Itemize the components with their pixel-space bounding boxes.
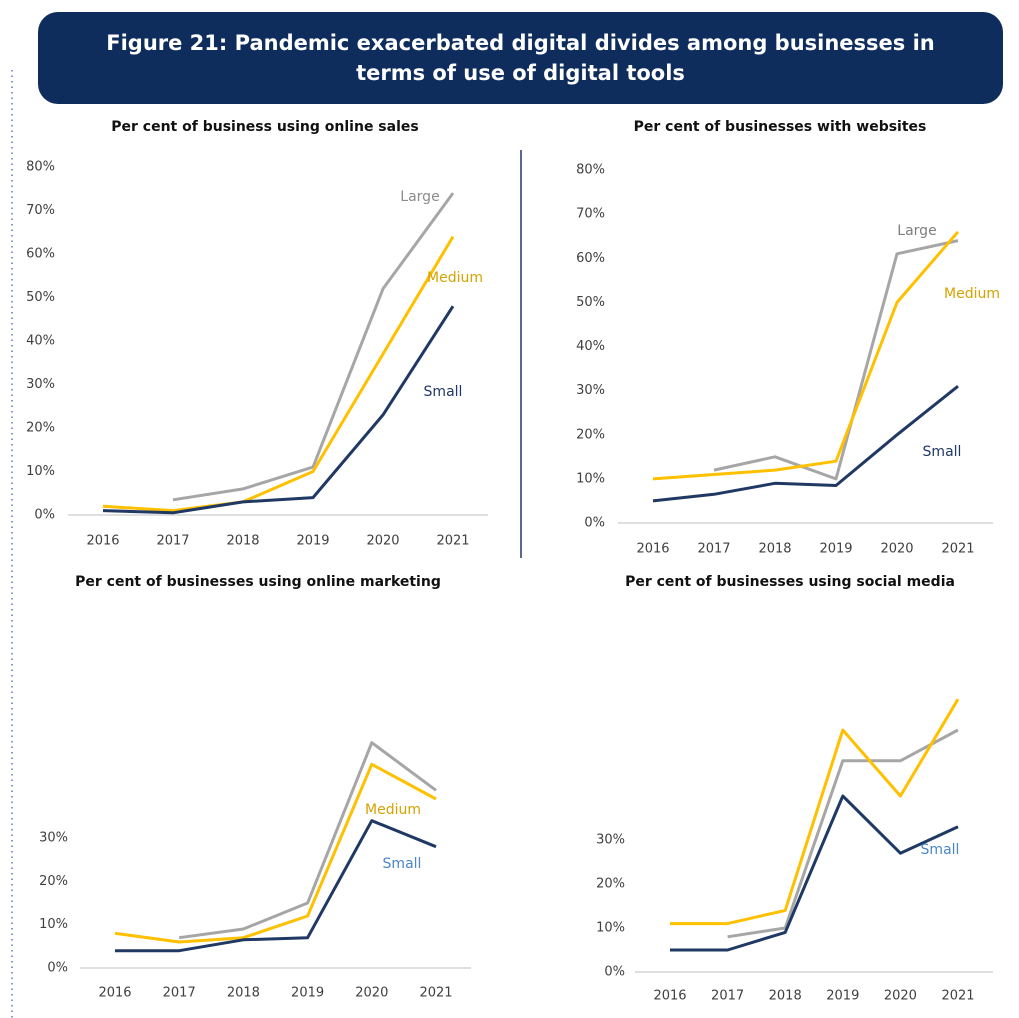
x-tick-label: 2018 [769,989,802,1004]
series-line [102,305,455,515]
series-line [727,728,959,939]
x-tick-label: 2016 [653,989,686,1004]
y-tick-label: 30% [39,831,68,846]
x-tick-label: 2018 [758,542,791,557]
x-tick-label: 2021 [941,989,974,1004]
y-tick-label: 80% [26,160,55,175]
x-tick-label: 2021 [436,534,469,549]
series-label: Small [923,444,962,460]
series-line [652,230,960,481]
y-tick-label: 30% [576,383,605,398]
y-tick-label: 20% [576,427,605,442]
x-tick-label: 2017 [711,989,744,1004]
x-tick-label: 2019 [819,542,852,557]
x-tick-label: 2018 [226,534,259,549]
series-label: Medium [365,802,421,818]
series-line [670,698,960,926]
x-tick-label: 2020 [366,534,399,549]
x-tick-label: 2016 [636,542,669,557]
y-tick-label: 20% [26,421,55,436]
x-tick-label: 2017 [697,542,730,557]
y-tick-label: 20% [596,877,625,892]
y-tick-label: 40% [576,339,605,354]
y-tick-label: 70% [576,207,605,222]
y-tick-label: 50% [576,295,605,310]
x-tick-label: 2016 [86,534,119,549]
series-line [670,794,959,952]
x-tick-label: 2019 [296,534,329,549]
series-label: Small [921,842,960,858]
y-tick-label: 10% [39,917,68,932]
series-line [102,235,455,513]
y-tick-label: 30% [26,377,55,392]
chart-subtitle: Per cent of business using online sales [111,119,418,135]
chart-subtitle: Per cent of businesses with websites [634,119,927,135]
y-tick-label: 60% [26,247,55,262]
x-tick-label: 2016 [98,986,131,1001]
y-tick-label: 30% [596,833,625,848]
x-tick-label: 2020 [884,989,917,1004]
y-tick-label: 20% [39,874,68,889]
x-tick-label: 2018 [227,986,260,1001]
y-tick-label: 0% [584,516,605,531]
y-tick-label: 70% [26,203,55,218]
series-label: Medium [427,270,483,286]
x-tick-label: 2020 [880,542,913,557]
y-tick-label: 0% [604,965,625,980]
series-line [178,741,437,940]
series-label: Large [897,223,936,239]
y-tick-label: 0% [34,508,55,523]
series-line [172,192,455,502]
x-tick-label: 2017 [163,986,196,1001]
x-tick-label: 2021 [419,986,452,1001]
series-line [713,239,959,481]
x-tick-label: 2020 [355,986,388,1001]
y-tick-label: 80% [576,163,605,178]
y-tick-label: 10% [596,921,625,936]
x-tick-label: 2019 [826,989,859,1004]
y-tick-label: 60% [576,251,605,266]
x-tick-label: 2021 [941,542,974,557]
series-line [115,819,437,953]
y-tick-label: 40% [26,334,55,349]
series-line [652,385,959,503]
series-label: Small [424,384,463,400]
series-line [114,762,437,944]
y-tick-label: 10% [576,471,605,486]
chart-subtitle: Per cent of businesses using online mark… [75,574,441,590]
series-label: Small [383,856,422,872]
y-tick-label: 10% [26,464,55,479]
series-label: Medium [944,286,1000,302]
title-banner: Figure 21: Pandemic exacerbated digital … [38,12,1003,104]
series-label: Large [400,189,439,205]
figure-title: Figure 21: Pandemic exacerbated digital … [106,31,935,85]
y-tick-label: 50% [26,290,55,305]
x-tick-label: 2019 [291,986,324,1001]
y-tick-label: 0% [47,961,68,976]
chart-subtitle: Per cent of businesses using social medi… [625,574,955,590]
x-tick-label: 2017 [156,534,189,549]
